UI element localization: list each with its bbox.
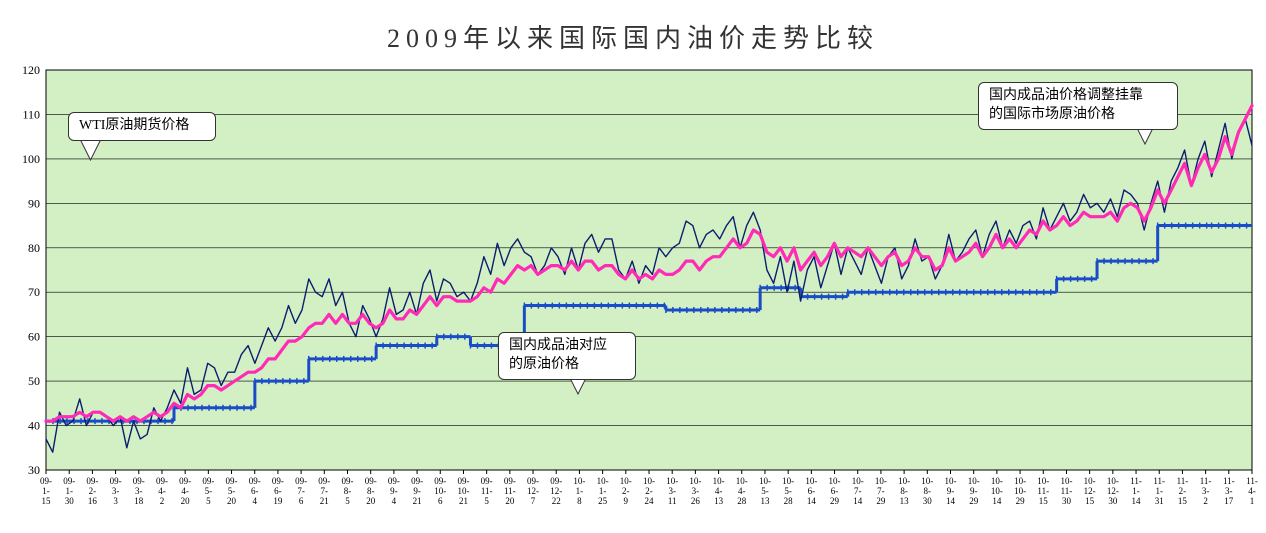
svg-text:10-4-13: 10-4-13 [713,476,725,506]
svg-text:09-7-6: 09-7-6 [295,476,307,506]
callout-wti: WTI原油期货价格 [68,112,216,141]
svg-text:11-4-1: 11-4-1 [1246,476,1258,506]
chart-svg: 30 40 50 60 70 80 90 100 110 120 09-1-15 09-1-30 09-… [0,0,1266,533]
svg-text:11-3-17: 11-3-17 [1223,476,1235,506]
svg-text:10-1-25: 10-1-25 [597,476,609,506]
svg-text:10-8-30: 10-8-30 [921,476,933,506]
svg-text:90: 90 [28,196,40,210]
svg-text:10-9-14: 10-9-14 [945,476,957,506]
svg-text:09-2-16: 09-2-16 [86,476,98,506]
oil-price-chart: 2009年以来国际国内油价走势比较 3040506070809010011012… [0,0,1266,533]
svg-text:10-1-8: 10-1-8 [573,476,585,506]
svg-text:120: 120 [22,63,40,77]
svg-text:10-11-30: 10-11-30 [1060,476,1072,506]
svg-text:09-1-15: 09-1-15 [40,476,52,506]
svg-text:09-12-22: 09-12-22 [550,476,562,506]
svg-text:09-9-21: 09-9-21 [411,476,423,506]
svg-text:30: 30 [28,463,40,477]
svg-text:09-1-30: 09-1-30 [63,476,75,506]
svg-text:70: 70 [28,285,40,299]
callout-domestic: 国内成品油对应 的原油价格 [498,332,636,380]
svg-text:10-9-29: 10-9-29 [968,476,980,506]
callout-intl: 国内成品油价格调整挂靠 的国际市场原油价格 [978,82,1178,130]
svg-text:10-6-29: 10-6-29 [829,476,841,506]
svg-text:10-3-11: 10-3-11 [666,476,678,506]
svg-text:10-5-13: 10-5-13 [759,476,771,506]
svg-text:110: 110 [22,107,40,121]
svg-text:11-2-15: 11-2-15 [1177,476,1189,506]
svg-text:09-4-20: 09-4-20 [179,476,191,506]
svg-text:11-3-2: 11-3-2 [1200,476,1212,506]
svg-text:10-2-24: 10-2-24 [643,476,655,506]
svg-text:09-3-3: 09-3-3 [110,476,122,506]
svg-text:09-9-4: 09-9-4 [388,476,400,506]
svg-text:09-11-5: 09-11-5 [481,476,493,506]
svg-text:10-4-28: 10-4-28 [736,476,748,506]
svg-text:60: 60 [28,330,40,344]
svg-text:10-8-13: 10-8-13 [898,476,910,506]
svg-text:09-3-18: 09-3-18 [133,476,145,506]
svg-text:09-8-20: 09-8-20 [365,476,377,506]
svg-text:09-12-7: 09-12-7 [527,476,539,506]
svg-text:10-11-15: 10-11-15 [1037,476,1049,506]
svg-text:10-6-14: 10-6-14 [805,476,817,506]
svg-text:09-10-6: 09-10-6 [434,476,446,506]
svg-text:09-10-21: 09-10-21 [457,476,469,506]
svg-text:09-6-19: 09-6-19 [272,476,284,506]
svg-text:10-5-28: 10-5-28 [782,476,794,506]
svg-text:09-8-5: 09-8-5 [342,476,354,506]
svg-text:11-1-14: 11-1-14 [1130,476,1142,506]
svg-text:11-1-31: 11-1-31 [1153,476,1165,506]
svg-text:09-4-2: 09-4-2 [156,476,168,506]
svg-text:10-12-15: 10-12-15 [1084,476,1096,506]
svg-text:10-3-26: 10-3-26 [689,476,701,506]
svg-text:50: 50 [28,374,40,388]
svg-text:40: 40 [28,419,40,433]
svg-text:10-10-29: 10-10-29 [1014,476,1026,506]
svg-text:09-11-20: 09-11-20 [504,476,516,506]
svg-text:80: 80 [28,241,40,255]
svg-text:10-10-14: 10-10-14 [991,476,1003,506]
svg-text:10-12-30: 10-12-30 [1107,476,1119,506]
svg-text:10-7-29: 10-7-29 [875,476,887,506]
svg-text:100: 100 [22,152,40,166]
svg-text:09-5-5: 09-5-5 [202,476,214,506]
svg-text:10-2-9: 10-2-9 [620,476,632,506]
svg-text:09-6-4: 09-6-4 [249,476,261,506]
svg-text:09-5-20: 09-5-20 [226,476,238,506]
svg-text:09-7-21: 09-7-21 [318,476,330,506]
svg-text:10-7-14: 10-7-14 [852,476,864,506]
